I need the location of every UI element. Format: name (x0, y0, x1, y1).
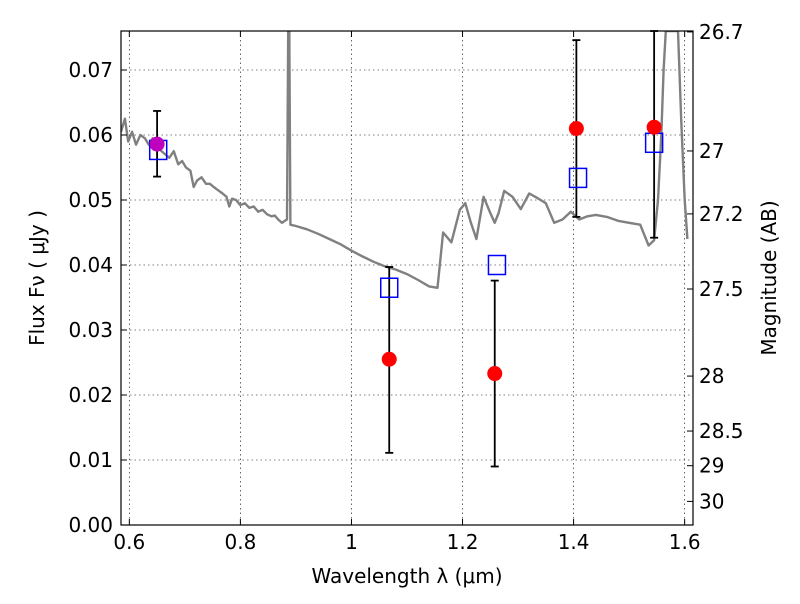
grid (121, 31, 693, 526)
observed-flux-point (149, 136, 165, 152)
y2-tick-label: 28 (699, 364, 724, 388)
y-tick-label: 0.04 (68, 253, 113, 277)
y-tick-label: 0.07 (68, 58, 113, 82)
y-tick-label: 0.02 (68, 383, 113, 407)
observed-flux-point (487, 366, 503, 382)
observed-flux-point (568, 121, 584, 136)
x-tick-label: 1.4 (558, 530, 590, 554)
y-tick-label: 0.06 (68, 123, 113, 147)
y-tick-label: 0.03 (68, 318, 113, 342)
y2-tick-label: 27.2 (699, 202, 744, 226)
axes: 0.6 0.8 1 1.2 1.4 1.6 0.00 0.01 0.02 0.03 0.04 0.05… (68, 20, 743, 554)
y2-tick-label: 30 (699, 489, 724, 513)
y2-tick-label: 29 (699, 454, 724, 478)
model-spectrum-line (121, 31, 689, 289)
x-axis-label: Wavelength λ (μm) (311, 564, 502, 588)
y2-tick-label: 28.5 (699, 419, 744, 443)
observed-flux-point (381, 351, 397, 367)
y2-tick-label: 26.7 (699, 20, 744, 44)
x-tick-label: 0.8 (224, 530, 256, 554)
x-tick-label: 1.6 (669, 530, 701, 554)
model-photometry-point (379, 277, 399, 298)
x-tick-label: 0.6 (113, 530, 145, 554)
x-tick-label: 1.2 (447, 530, 479, 554)
y2-axis-label: Magnitude (AB) (757, 200, 781, 355)
plot-frame (120, 30, 694, 526)
y2-tick-label: 27 (699, 139, 724, 163)
y-tick-label: 0.05 (68, 188, 113, 212)
y-tick-label: 0.01 (68, 448, 113, 472)
y2-tick-label: 27.5 (699, 277, 744, 301)
model-photometry-point (487, 254, 507, 276)
plot-area (121, 30, 689, 468)
observed-flux-point (646, 119, 662, 135)
model-photometry-point (568, 167, 588, 189)
y-tick-label: 0.00 (68, 513, 113, 537)
y-axis-label: Flux Fν ( μJy ) (25, 210, 49, 346)
x-tick-label: 1 (345, 530, 358, 554)
